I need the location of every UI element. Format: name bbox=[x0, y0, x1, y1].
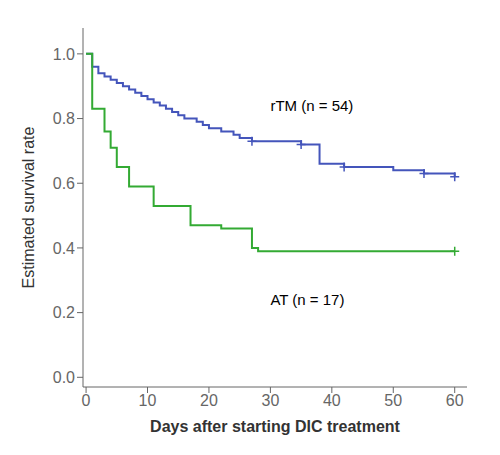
svg-text:0.8: 0.8 bbox=[53, 110, 75, 127]
svg-text:20: 20 bbox=[200, 392, 218, 409]
svg-text:Estimated survival rate: Estimated survival rate bbox=[20, 126, 37, 288]
svg-text:40: 40 bbox=[323, 392, 341, 409]
svg-text:0.4: 0.4 bbox=[53, 240, 75, 257]
svg-text:rTM (n = 54): rTM (n = 54) bbox=[270, 97, 353, 114]
svg-text:10: 10 bbox=[139, 392, 157, 409]
svg-text:60: 60 bbox=[446, 392, 464, 409]
svg-text:1.0: 1.0 bbox=[53, 46, 75, 63]
svg-text:0.6: 0.6 bbox=[53, 175, 75, 192]
svg-text:Days after starting DIC treatm: Days after starting DIC treatment bbox=[150, 418, 401, 435]
svg-text:0.2: 0.2 bbox=[53, 304, 75, 321]
svg-text:0.0: 0.0 bbox=[53, 369, 75, 386]
svg-text:AT (n = 17): AT (n = 17) bbox=[270, 291, 344, 308]
svg-text:0: 0 bbox=[82, 392, 91, 409]
svg-text:30: 30 bbox=[261, 392, 279, 409]
svg-text:50: 50 bbox=[384, 392, 402, 409]
